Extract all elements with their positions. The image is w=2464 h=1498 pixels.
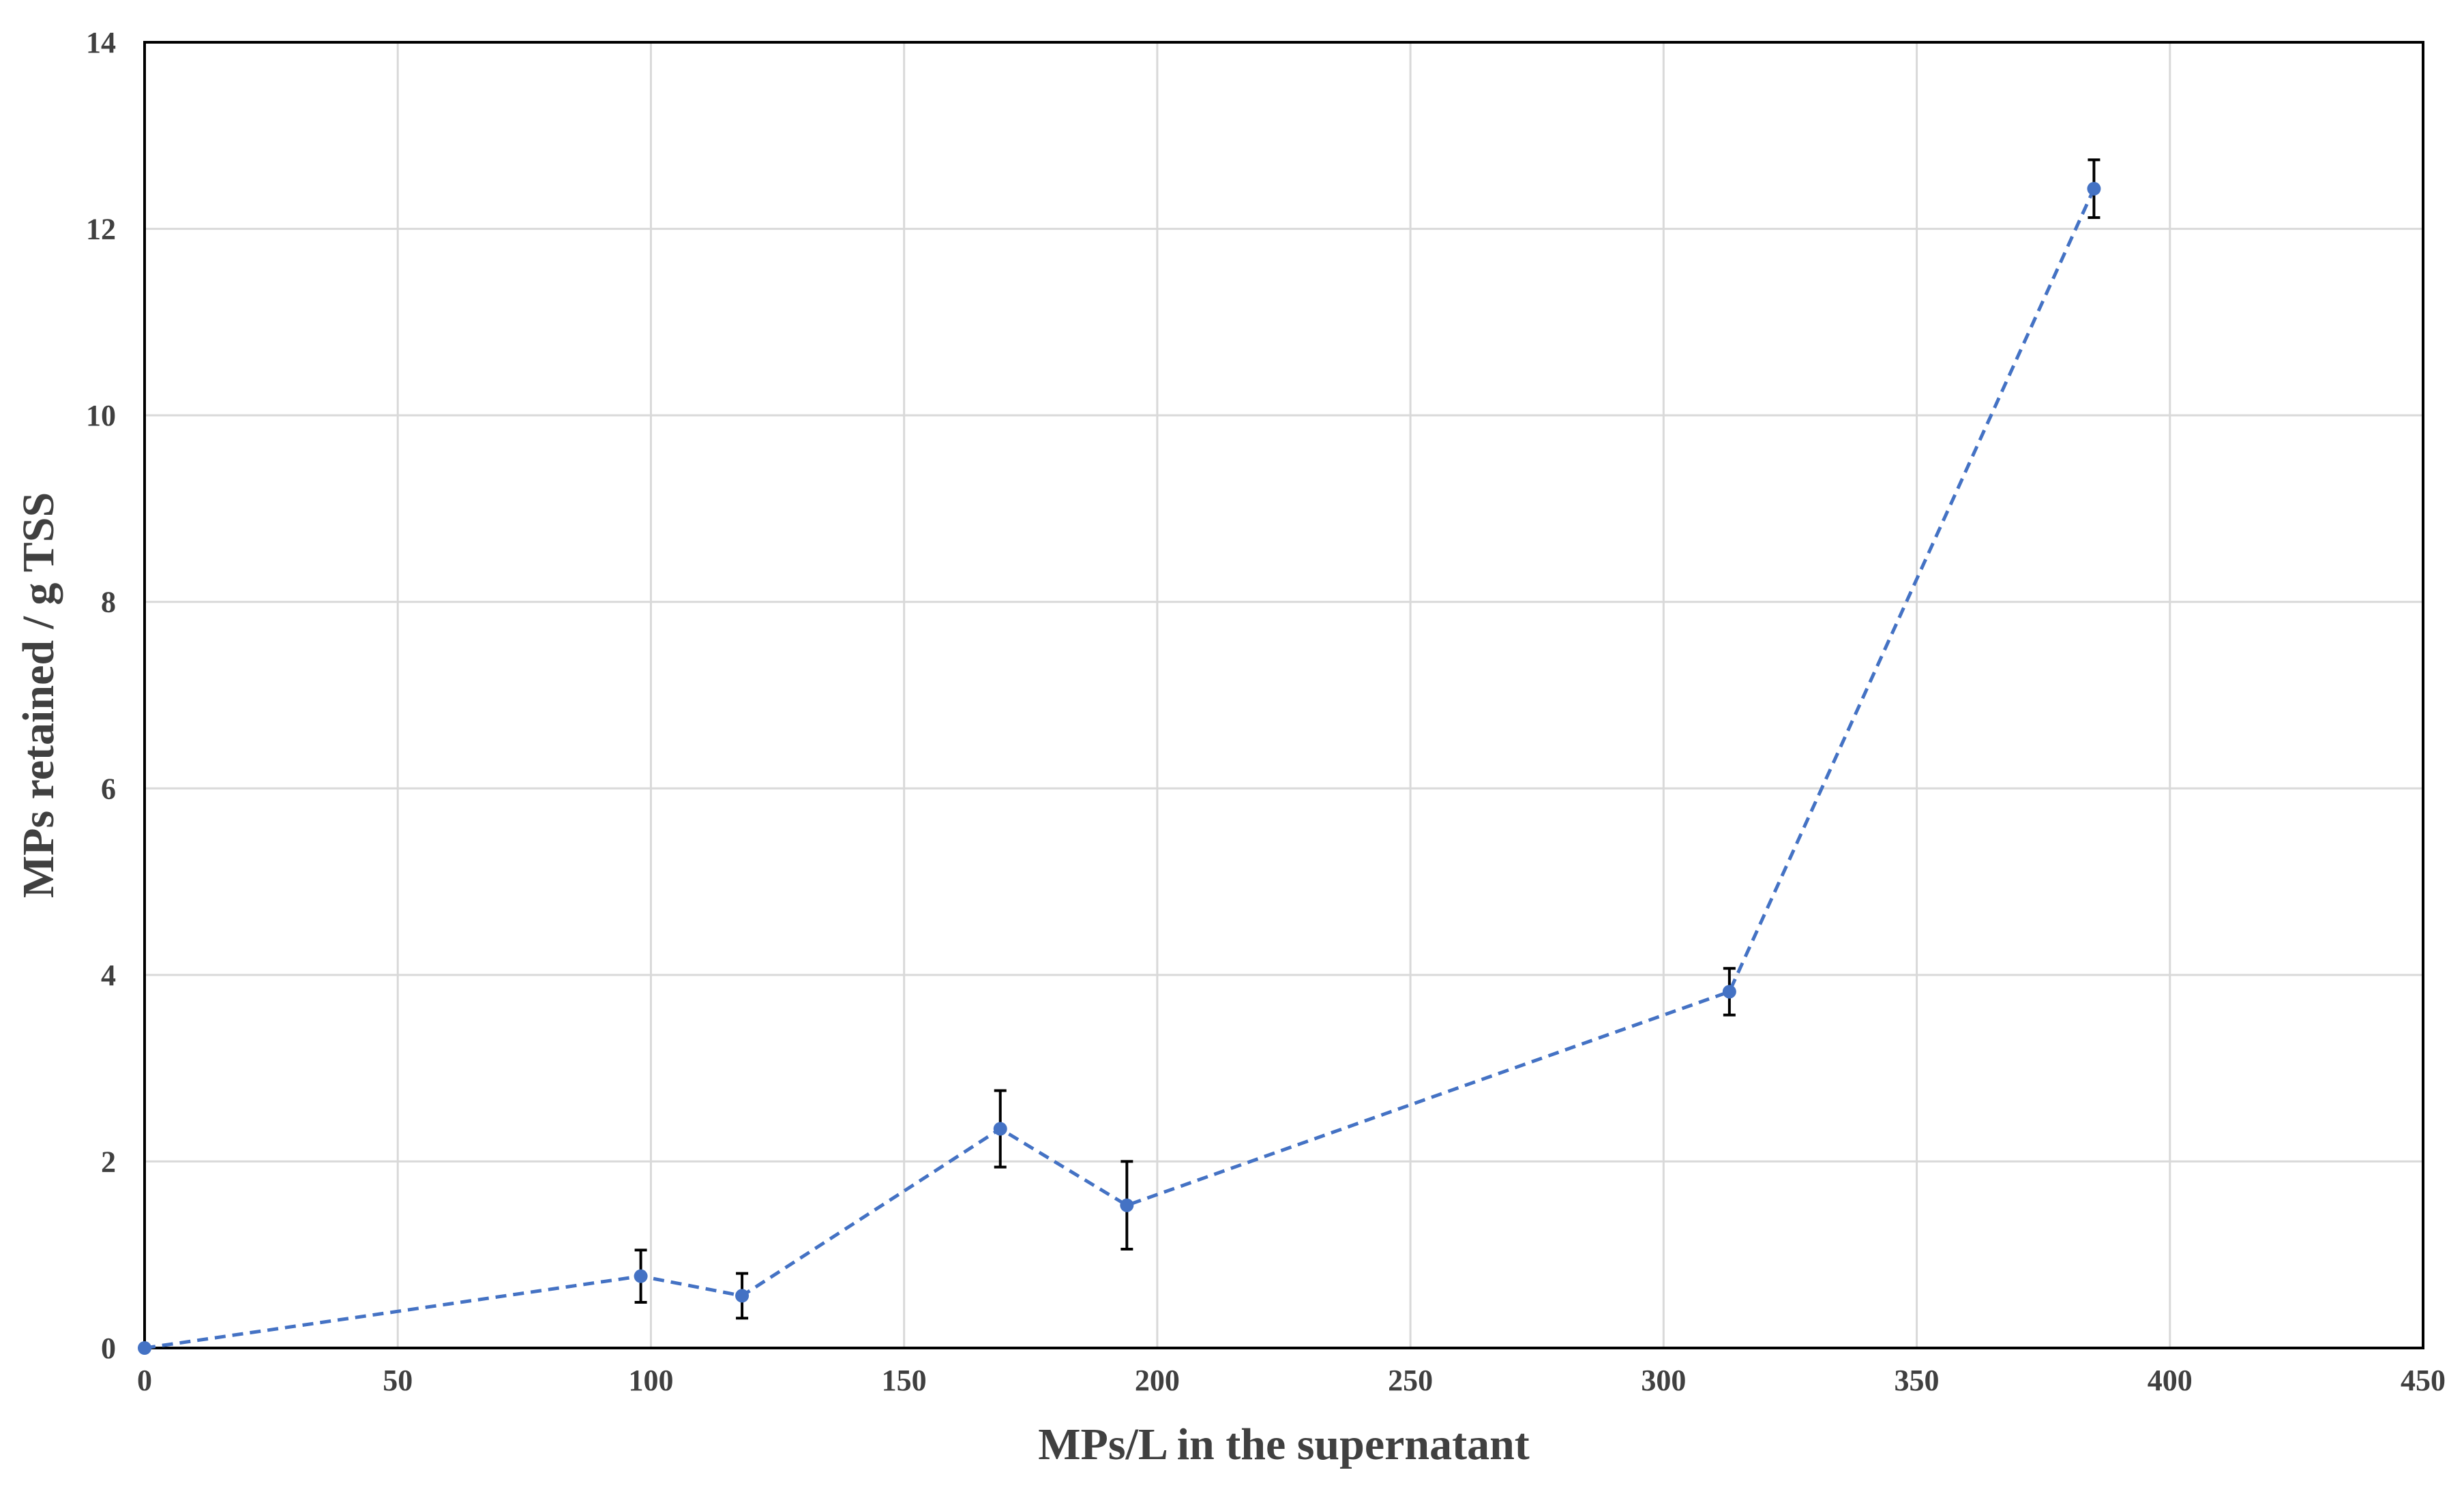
gridlines — [145, 42, 2423, 1348]
data-point — [993, 1122, 1007, 1136]
x-tick-label: 50 — [383, 1364, 413, 1397]
data-point — [2087, 181, 2101, 196]
y-tick-label: 14 — [86, 26, 116, 59]
y-axis-tick-labels: 0 2 4 6 8 10 12 14 — [86, 26, 116, 1365]
x-tick-label: 450 — [2401, 1364, 2446, 1397]
y-tick-label: 4 — [101, 959, 116, 992]
x-tick-label: 350 — [1895, 1364, 1940, 1397]
x-tick-label: 250 — [1388, 1364, 1433, 1397]
data-series — [138, 158, 2101, 1355]
x-tick-label: 400 — [2148, 1364, 2193, 1397]
data-point — [634, 1269, 648, 1283]
x-tick-label: 300 — [1641, 1364, 1686, 1397]
x-tick-label: 200 — [1135, 1364, 1180, 1397]
y-tick-label: 6 — [101, 772, 116, 805]
data-point — [138, 1341, 151, 1355]
data-point — [1120, 1198, 1134, 1212]
y-tick-label: 12 — [86, 213, 116, 246]
plot-area-frame — [143, 41, 2424, 1349]
y-tick-label: 2 — [101, 1145, 116, 1178]
x-tick-label: 100 — [628, 1364, 673, 1397]
y-axis-title: MPs retained / g TSS — [14, 492, 63, 898]
data-point — [735, 1289, 749, 1303]
y-tick-label: 10 — [86, 399, 116, 432]
x-tick-label: 150 — [882, 1364, 927, 1397]
x-tick-label: 0 — [137, 1364, 152, 1397]
y-tick-label: 0 — [101, 1332, 116, 1365]
x-axis-title: MPs/L in the supernatant — [1038, 1420, 1530, 1469]
x-axis-tick-labels: 0 50 100 150 200 250 300 350 400 450 — [137, 1364, 2446, 1397]
data-point — [1722, 985, 1736, 999]
y-tick-label: 8 — [101, 586, 116, 619]
